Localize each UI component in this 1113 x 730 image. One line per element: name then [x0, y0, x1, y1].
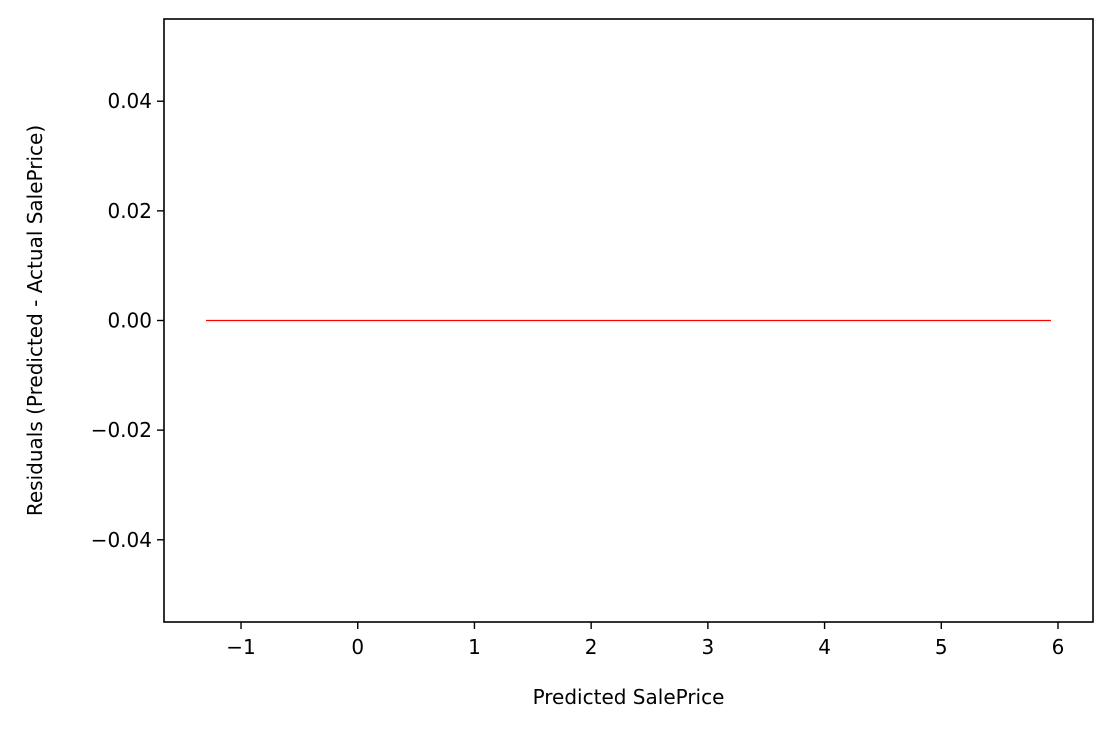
- y-tick-label: 0.04: [107, 89, 152, 113]
- x-tick-label: 3: [701, 635, 714, 659]
- x-tick-label: 1: [468, 635, 481, 659]
- y-axis-ticks: −0.04 −0.02 0.00 0.02 0.04: [91, 89, 164, 552]
- y-tick-label: 0.02: [107, 199, 152, 223]
- x-axis-label: Predicted SalePrice: [533, 685, 725, 709]
- x-tick-label: 0: [351, 635, 364, 659]
- y-tick-label: −0.02: [91, 418, 152, 442]
- x-tick-label: −1: [226, 635, 255, 659]
- x-tick-label: 6: [1052, 635, 1065, 659]
- y-axis-label: Residuals (Predicted - Actual SalePrice): [23, 125, 47, 516]
- x-tick-label: 5: [935, 635, 948, 659]
- x-tick-label: 2: [585, 635, 598, 659]
- x-axis-ticks: −1 0 1 2 3 4 5 6: [226, 622, 1064, 659]
- y-tick-label: −0.04: [91, 528, 152, 552]
- y-tick-label: 0.00: [107, 309, 152, 333]
- x-tick-label: 4: [818, 635, 831, 659]
